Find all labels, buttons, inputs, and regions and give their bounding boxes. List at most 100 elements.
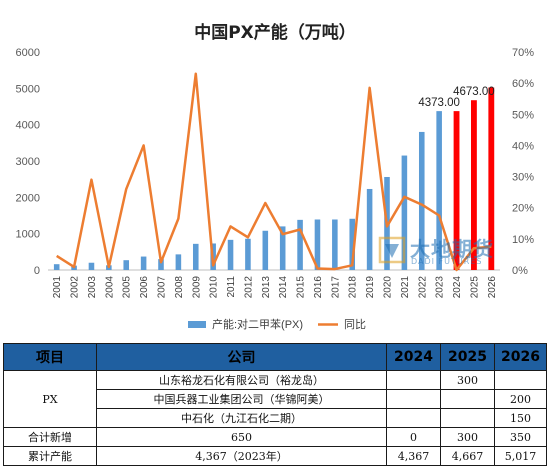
table-row: 中国兵器工业集团公司（华锦阿美） 200 <box>4 389 547 409</box>
x-tick-label: 2017 <box>330 276 341 299</box>
y-left-tick-label: 5000 <box>16 83 40 95</box>
cumulative-company: 4,367（2023年） <box>96 446 387 466</box>
y-left-tick-label: 4000 <box>16 120 40 132</box>
bar <box>88 262 95 270</box>
px-label-cell: PX <box>3 370 97 428</box>
legend-swatch-bar <box>188 321 206 328</box>
bar <box>279 226 286 270</box>
y-left-tick-label: 0 <box>34 265 40 277</box>
y-right-tick-label: 70% <box>512 47 534 59</box>
x-tick-label: 2021 <box>400 276 411 299</box>
bar <box>245 238 251 270</box>
y-right-tick-label: 0% <box>512 265 528 277</box>
x-tick-label: 2006 <box>139 276 150 299</box>
y-left-tick-label: 1000 <box>16 229 40 241</box>
x-tick-label: 2013 <box>261 276 272 299</box>
value-cell-2026 <box>494 370 547 390</box>
x-tick-label: 2014 <box>278 276 289 299</box>
cumulative-2025: 4,667 <box>440 446 495 466</box>
company-cell: 山东裕龙石化有限公司（裕龙岛） <box>96 370 387 390</box>
watermark-text-cn: 大地期货 <box>410 237 494 261</box>
y-right-tick-label: 50% <box>512 109 534 121</box>
x-tick-label: 2020 <box>383 276 394 299</box>
bar <box>349 218 356 270</box>
bar <box>436 111 442 270</box>
bar <box>53 264 60 270</box>
x-tick-label: 2018 <box>348 276 359 299</box>
bar <box>332 219 338 270</box>
value-cell-2025: 300 <box>440 370 495 390</box>
y-right-tick-label: 20% <box>512 203 534 215</box>
x-tick-label: 2009 <box>191 276 202 299</box>
capacity-table-wrap: 项目 公司 2024 2025 2026 PX 山东裕龙石化有限公司（裕龙岛） … <box>3 343 547 466</box>
capacity-table: 项目 公司 2024 2025 2026 PX 山东裕龙石化有限公司（裕龙岛） … <box>3 343 547 466</box>
bar <box>488 87 495 270</box>
x-tick-label: 2019 <box>365 276 376 299</box>
y-right-tick-label: 40% <box>512 140 534 152</box>
bar <box>175 254 182 270</box>
total-new-2024: 0 <box>386 427 441 447</box>
value-cell-2025 <box>440 389 495 409</box>
total-new-label: 合计新增 <box>3 427 97 447</box>
header-company: 公司 <box>96 343 387 371</box>
x-tick-label: 2004 <box>104 276 115 299</box>
table-row: PX 山东裕龙石化有限公司（裕龙岛） 300 <box>3 370 547 428</box>
cumulative-2024: 4,367 <box>386 446 441 466</box>
x-tick-label: 2026 <box>487 276 498 299</box>
x-tick-label: 2002 <box>70 276 81 299</box>
bar <box>297 219 303 270</box>
x-tick-label: 2023 <box>435 276 446 299</box>
bar <box>123 260 130 270</box>
table-row-cumulative: 累计产能 4,367（2023年） 4,367 4,667 5,017 <box>3 446 547 466</box>
x-tick-label: 2015 <box>296 276 307 299</box>
bar <box>453 111 460 270</box>
legend-label-bar: 产能:对二甲苯(PX) <box>212 317 303 331</box>
watermark-text-en: DADI FUTURES <box>411 257 483 266</box>
header-item: 项目 <box>3 343 97 371</box>
bar <box>314 219 321 270</box>
data-label: 4373.00 <box>418 97 460 109</box>
bar <box>227 239 234 270</box>
total-new-2025: 300 <box>440 427 495 447</box>
table-header-row: 项目 公司 2024 2025 2026 <box>3 343 547 371</box>
x-tick-label: 2001 <box>52 276 63 299</box>
total-new-company: 650 <box>96 427 387 447</box>
value-cell-2026: 200 <box>494 389 547 409</box>
bar <box>471 100 477 271</box>
bar <box>140 256 147 270</box>
data-label: 4673.00 <box>453 86 495 98</box>
x-tick-label: 2016 <box>313 276 324 299</box>
x-tick-label: 2008 <box>174 276 185 299</box>
dadi-logo-icon <box>378 236 406 264</box>
y-right-tick-label: 30% <box>512 172 534 184</box>
x-tick-label: 2003 <box>87 276 98 299</box>
company-cell: 中国兵器工业集团公司（华锦阿美） <box>96 389 387 409</box>
legend-label-line: 同比 <box>344 318 366 331</box>
x-tick-label: 2012 <box>243 276 254 299</box>
value-cell-2024 <box>386 370 441 390</box>
bar <box>401 155 408 270</box>
value-cell-2024 <box>386 408 441 428</box>
header-2025: 2025 <box>440 343 495 371</box>
chart-svg: 0 1000 2000 3000 4000 5000 6000 0% 10% 20% 30% 40% 5… <box>16 47 535 331</box>
y-left-tick-label: 6000 <box>16 47 40 59</box>
bar <box>262 230 269 270</box>
bar <box>158 259 164 270</box>
table-row-total-new: 合计新增 650 0 300 350 <box>3 427 547 447</box>
x-tick-label: 2010 <box>209 276 220 299</box>
header-2026: 2026 <box>494 343 547 371</box>
watermark: 大地期货 DADI FUTURES <box>378 233 498 273</box>
y-left-tick-label: 2000 <box>16 192 40 204</box>
total-new-2026: 350 <box>494 427 547 447</box>
company-cell: 中石化（九江石化二期） <box>96 408 387 428</box>
yoy-line <box>56 72 492 272</box>
x-tick-label: 2007 <box>157 276 168 299</box>
value-cell-2024 <box>386 389 441 409</box>
header-2024: 2024 <box>386 343 441 371</box>
x-tick-label: 2022 <box>417 276 428 299</box>
y-right-tick-label: 60% <box>512 78 534 90</box>
x-tick-label: 2025 <box>469 276 480 299</box>
bar <box>192 243 199 270</box>
cumulative-2026: 5,017 <box>494 446 547 466</box>
cumulative-label: 累计产能 <box>3 446 97 466</box>
